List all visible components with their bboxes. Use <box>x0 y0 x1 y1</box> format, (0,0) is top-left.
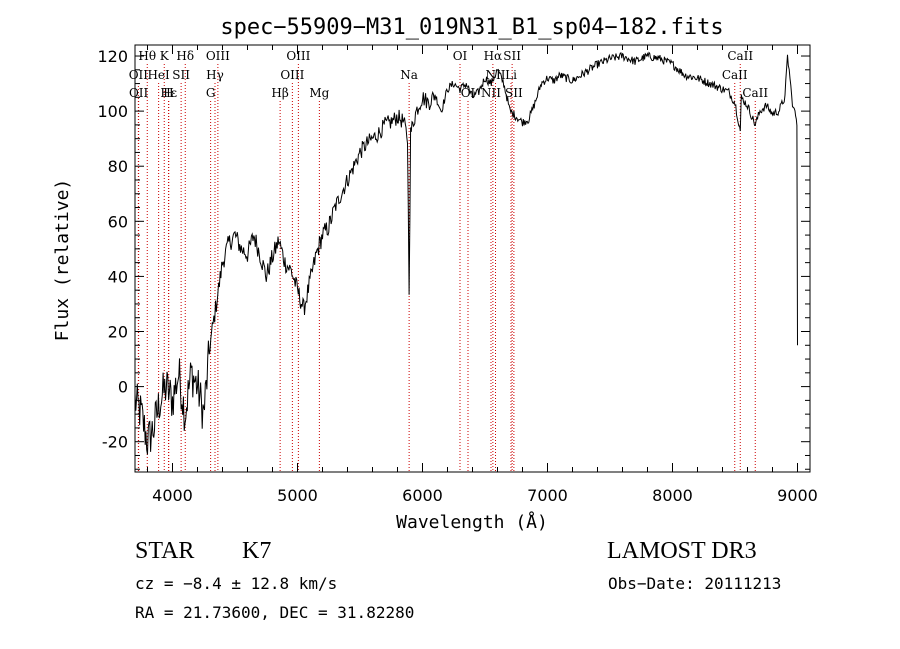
observation-date: Obs−Date: 20111213 <box>608 574 782 593</box>
spectral-line-label: CaII <box>742 86 768 100</box>
spectral-line-label: Li <box>505 68 517 82</box>
x-axis-ticks: 4000 5000 6000 7000 8000 9000 <box>147 45 818 505</box>
plot-frame <box>134 44 811 473</box>
y-tick-label: -20 <box>102 433 128 452</box>
spectral-line-label: OIII <box>206 49 230 63</box>
spectral-line-label: Hθ <box>138 49 156 63</box>
y-axis-ticks: -20 0 20 40 60 80 100 120 <box>97 47 810 470</box>
ra-dec-coordinates: RA = 21.73600, DEC = 31.82280 <box>135 603 415 622</box>
x-tick-label: 9000 <box>777 486 818 505</box>
y-tick-label: 100 <box>97 102 128 121</box>
spectral-line-label: Mg <box>309 86 329 100</box>
y-axis-label: Flux (relative) <box>52 179 73 342</box>
y-tick-label: 80 <box>108 157 128 176</box>
spectral-line-label: OI <box>461 86 476 100</box>
y-tick-label: 20 <box>108 323 128 342</box>
spectral-line-label: Hβ <box>271 86 288 100</box>
spectral-line-label: OIII <box>286 49 310 63</box>
spectral-line-label: OII <box>129 86 149 100</box>
spectral-line-label: CaII <box>722 68 748 82</box>
flux-series-line <box>134 51 798 455</box>
chart-title: spec−55909−M31_019N31_B1_sp04−182.fits <box>220 15 723 40</box>
y-tick-label: 40 <box>108 267 128 286</box>
spectral-line-label: K <box>160 49 170 63</box>
survey-name: LAMOST DR3 <box>607 538 757 564</box>
y-tick-label: 120 <box>97 47 128 66</box>
spectral-line-label: OIII <box>280 68 304 82</box>
x-tick-label: 4000 <box>152 486 193 505</box>
spectral-line-label: Hγ <box>206 68 224 82</box>
spectral-line-label: SII <box>172 68 190 82</box>
redshift-cz: cz = −8.4 ± 12.8 km/s <box>135 574 338 593</box>
spectral-line-label: Na <box>400 68 418 82</box>
y-tick-label: 0 <box>118 378 128 397</box>
x-tick-label: 5000 <box>277 486 318 505</box>
spectral-line-label: Hα <box>484 49 503 63</box>
spectral-line-label: OI <box>453 49 468 63</box>
spectral-line-label: OII <box>129 68 149 82</box>
spectral-subclass: K7 <box>242 538 272 564</box>
spectral-line-label: SII <box>505 86 523 100</box>
spectral-line-label: CaII <box>727 49 753 63</box>
spectral-line-label: SII <box>503 49 521 63</box>
spectral-line-label: H <box>163 86 173 100</box>
spectral-line-label: Hδ <box>176 49 194 63</box>
x-tick-label: 8000 <box>652 486 693 505</box>
x-axis-label: Wavelength (Å) <box>396 511 548 533</box>
x-tick-label: 7000 <box>527 486 568 505</box>
spectral-line-label: G <box>206 86 216 100</box>
object-class: STAR <box>135 538 195 564</box>
y-tick-label: 60 <box>108 212 128 231</box>
spectral-line-label: Hε <box>160 86 177 100</box>
spectral-line-label: HeI <box>147 68 170 82</box>
x-tick-label: 6000 <box>402 486 443 505</box>
spectral-line-label: NII <box>481 86 501 100</box>
emission-line-markers <box>137 64 756 472</box>
